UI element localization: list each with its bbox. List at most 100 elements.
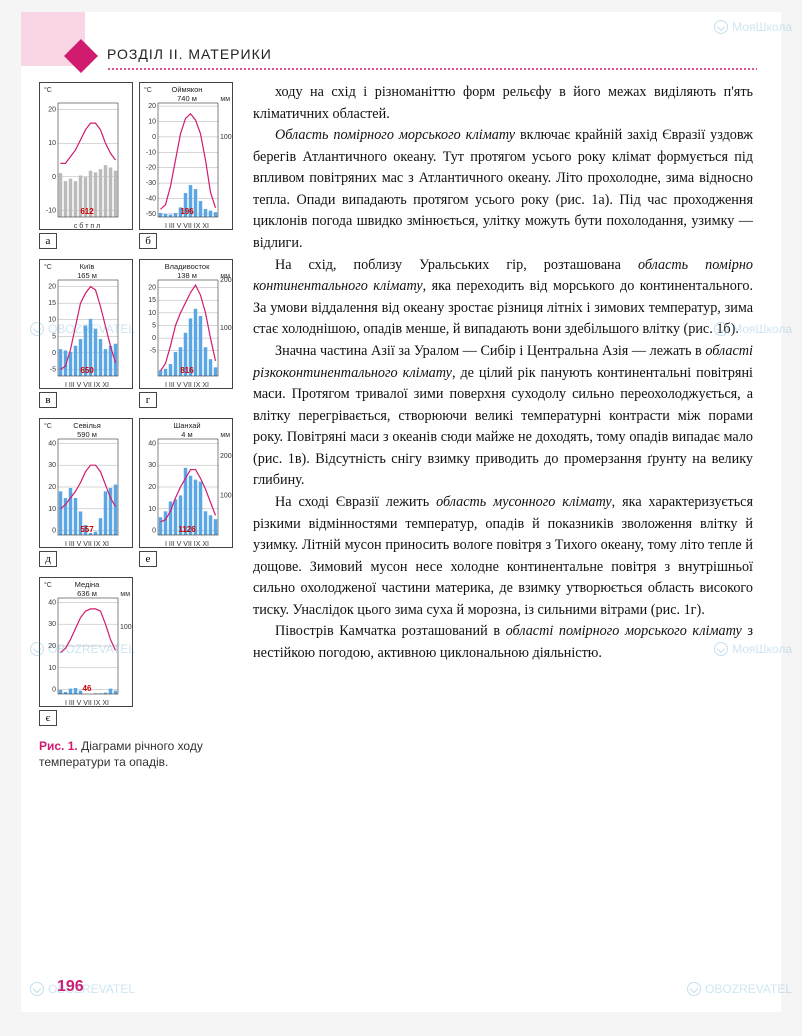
svg-text:Шанхай: Шанхай (173, 421, 200, 430)
watermark: OBOZREVATEL (687, 982, 792, 996)
svg-text:°C: °C (44, 581, 52, 589)
figure-label: Рис. 1. (39, 739, 78, 753)
svg-text:-5: -5 (50, 366, 56, 373)
body-paragraph: На сході Євразії лежить область мусонног… (253, 492, 753, 621)
svg-text:100: 100 (220, 492, 232, 499)
svg-text:10: 10 (48, 140, 56, 147)
svg-text:196: 196 (180, 207, 194, 216)
svg-text:30: 30 (148, 462, 156, 469)
svg-text:Севілья: Севілья (73, 421, 101, 430)
svg-text:0: 0 (52, 174, 56, 181)
chart-label-b: б (139, 233, 157, 249)
chart-label-e: е (139, 551, 157, 567)
svg-text:-30: -30 (146, 180, 156, 187)
watermark: OBOZREVATEL (30, 642, 135, 656)
svg-text:100: 100 (120, 624, 132, 631)
svg-text:10: 10 (148, 310, 156, 317)
svg-text:636 м: 636 м (77, 589, 97, 598)
svg-text:138 м: 138 м (177, 271, 197, 280)
watermark: МояШкола (714, 642, 792, 656)
textbook-page: РОЗДІЛ II. МАТЕРИКИ °C20100-10612с б т п… (21, 12, 781, 1012)
watermark: OBOZREVATEL (30, 982, 135, 996)
svg-text:Владивосток: Владивосток (165, 262, 210, 271)
body-paragraph: Область помірного морського клімату вклю… (253, 125, 753, 254)
watermark-icon (30, 982, 44, 996)
svg-text:0: 0 (152, 335, 156, 342)
watermark: МояШкола (714, 20, 792, 34)
svg-text:100: 100 (220, 134, 232, 141)
body-paragraph: Півострів Камчатка розташований в област… (253, 621, 753, 664)
svg-text:30: 30 (48, 621, 56, 628)
svg-text:816: 816 (180, 366, 194, 375)
chart-v-wrap: Київ165 м°C20151050-5650I III V VII IX X… (39, 259, 133, 414)
svg-text:20: 20 (148, 285, 156, 292)
chart-label-ye: є (39, 710, 57, 726)
chart-a: °C 20 10 0 -10 612 с б т п л (39, 82, 133, 230)
figure-sidebar: °C20100-10612с б т п л а Оймякон740 м°Cм… (39, 82, 239, 770)
svg-text:I III V VII IX XI: I III V VII IX XI (165, 541, 209, 548)
page-content: °C20100-10612с б т п л а Оймякон740 м°Cм… (39, 82, 753, 770)
svg-text:1126: 1126 (178, 525, 196, 534)
svg-text:с б т п л: с б т п л (74, 222, 100, 230)
svg-text:°C: °C (44, 422, 52, 430)
svg-text:0: 0 (52, 528, 56, 535)
svg-text:10: 10 (48, 665, 56, 672)
svg-text:4 м: 4 м (181, 430, 192, 439)
watermark-icon (30, 322, 44, 336)
chart-b: Оймякон740 м°Cмм20100-10-20-30-40-502001… (139, 82, 233, 230)
svg-text:46: 46 (83, 684, 92, 693)
svg-text:10: 10 (48, 506, 56, 513)
svg-text:20: 20 (48, 107, 56, 114)
svg-text:20: 20 (148, 103, 156, 110)
chart-label-g: г (139, 392, 157, 408)
svg-text:5: 5 (152, 322, 156, 329)
svg-text:300: 300 (220, 419, 232, 420)
svg-text:°C: °C (144, 86, 152, 94)
watermark-text: OBOZREVATEL (48, 982, 135, 996)
svg-text:мм: мм (120, 591, 130, 598)
chart-label-v: в (39, 392, 57, 408)
svg-text:557: 557 (80, 525, 94, 534)
watermark-text: МояШкола (732, 642, 792, 656)
figure-caption: Рис. 1. Діаграми річного ходу температур… (39, 738, 239, 770)
main-text-column: ходу на схід і різноманіттю форм рельєфу… (253, 82, 753, 770)
svg-text:15: 15 (148, 297, 156, 304)
svg-text:612: 612 (80, 207, 94, 216)
chart-d: Севілья590 м°C403020100557I III V VII IX… (39, 418, 133, 548)
svg-text:30: 30 (48, 462, 56, 469)
chart-g-wrap: Владивосток138 ммм20151050-5400300200100… (139, 259, 233, 414)
svg-text:I III V VII IX XI: I III V VII IX XI (65, 382, 109, 389)
watermark-icon (687, 982, 701, 996)
svg-text:-20: -20 (146, 165, 156, 172)
svg-text:°C: °C (44, 263, 52, 271)
body-paragraph: ходу на схід і різноманіттю форм рельєфу… (253, 82, 753, 125)
svg-text:100: 100 (220, 325, 232, 332)
svg-text:0: 0 (52, 687, 56, 694)
svg-text:0: 0 (152, 528, 156, 535)
svg-text:Київ: Київ (80, 262, 95, 271)
body-paragraph: Значна частина Азії за Уралом — Сибір і … (253, 341, 753, 492)
body-paragraph: На схід, поблизу Уральських гір, розташо… (253, 255, 753, 341)
svg-text:200: 200 (220, 453, 232, 460)
watermark-icon (714, 20, 728, 34)
svg-text:мм: мм (220, 432, 230, 439)
chart-a-wrap: °C 20 10 0 -10 612 с б т п л а (39, 82, 133, 255)
svg-text:0: 0 (152, 134, 156, 141)
svg-text:10: 10 (148, 506, 156, 513)
svg-text:200: 200 (220, 277, 232, 284)
svg-text:Оймякон: Оймякон (172, 85, 203, 94)
svg-text:15: 15 (48, 300, 56, 307)
watermark-icon (30, 642, 44, 656)
svg-text:-40: -40 (146, 196, 156, 203)
svg-text:Медіна: Медіна (75, 580, 101, 589)
chart-label-d: д (39, 551, 57, 567)
svg-text:°C: °C (44, 86, 52, 94)
chart-e-wrap: Шанхай4 ммм4030201004003002001001126I II… (139, 418, 233, 573)
svg-text:I III V VII IX XI: I III V VII IX XI (165, 382, 209, 389)
svg-text:-10: -10 (46, 207, 56, 214)
chart-d-wrap: Севілья590 м°C403020100557I III V VII IX… (39, 418, 133, 573)
chart-e: Шанхай4 ммм4030201004003002001001126I II… (139, 418, 233, 548)
chart-g: Владивосток138 ммм20151050-5400300200100… (139, 259, 233, 389)
svg-text:20: 20 (148, 484, 156, 491)
chart-label-a: а (39, 233, 57, 249)
